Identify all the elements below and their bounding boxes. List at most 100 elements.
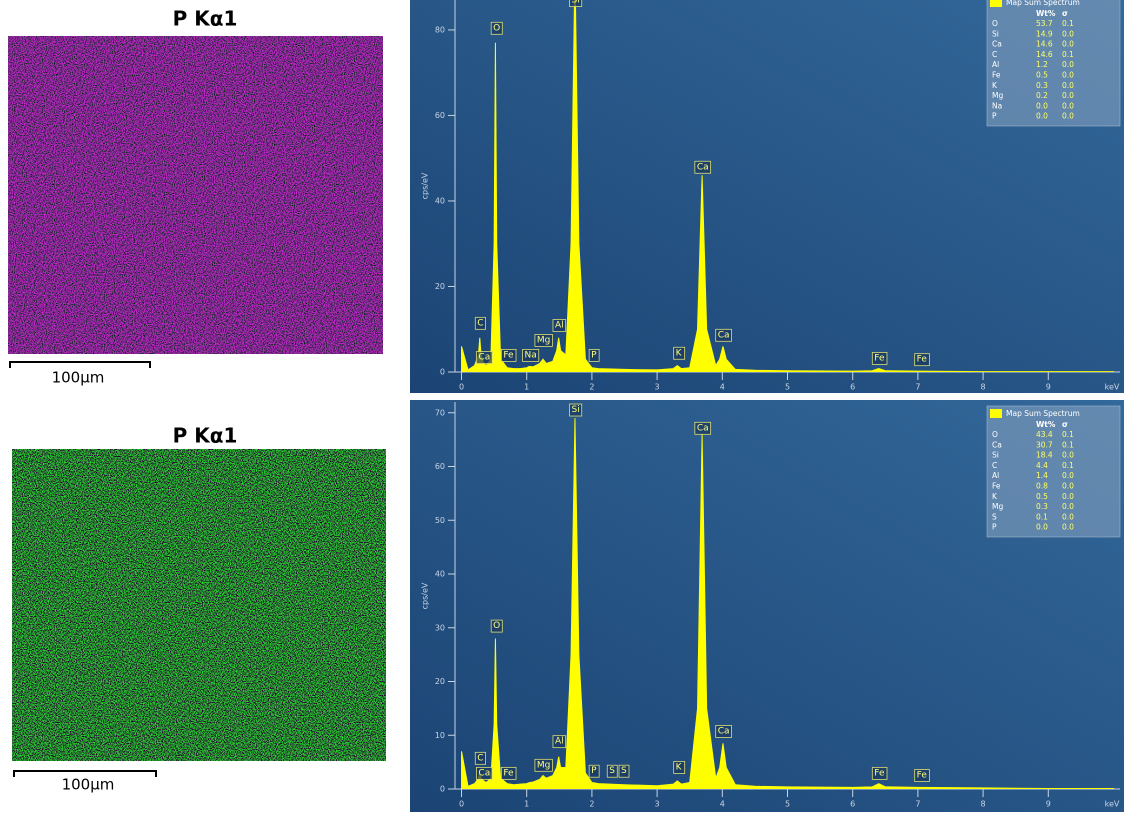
legend-value: 0.1 [1062, 430, 1074, 439]
legend-value: 0.0 [1062, 60, 1074, 69]
legend-swatch [990, 0, 1002, 7]
x-tick-label: 6 [850, 383, 855, 392]
plot-area [461, 0, 1114, 372]
x-tick-label: 1 [524, 383, 529, 392]
legend-element: P [992, 523, 997, 532]
peak-label-box [569, 0, 583, 7]
y-tick-label: 50 [435, 516, 445, 525]
legend-element: Si [992, 29, 999, 38]
peak-label-box [490, 619, 503, 633]
legend-element: Ca [992, 40, 1002, 49]
x-axis-label: keV [1105, 383, 1120, 392]
x-tick-label: 4 [720, 383, 725, 392]
legend-value: 0.8 [1036, 482, 1048, 491]
peak-label: Fe [503, 768, 514, 778]
peak-label-box [476, 766, 493, 780]
legend-value: 0.0 [1062, 523, 1074, 532]
peak-label: P [591, 766, 597, 776]
x-tick-label: 7 [915, 800, 920, 809]
legend-element: S [992, 512, 997, 521]
peak-label: O [493, 23, 500, 33]
y-tick-label: 30 [435, 623, 445, 632]
peak-label-box [500, 348, 517, 362]
legend-element: Fe [992, 482, 1001, 491]
x-tick-label: 8 [981, 800, 986, 809]
legend-value: 0.0 [1062, 71, 1074, 80]
peak-label: Mg [537, 335, 550, 345]
legend-value: 1.4 [1036, 471, 1048, 480]
legend-element: Al [992, 60, 999, 69]
x-tick-label: 4 [720, 800, 725, 809]
legend-element: Fe [992, 71, 1001, 80]
legend-value: 0.0 [1062, 451, 1074, 460]
peak-label-box [694, 160, 712, 174]
peak-label-box [673, 346, 686, 360]
peak-label: Fe [874, 353, 885, 363]
spectrum-area [461, 418, 1114, 789]
legend-value: 0.0 [1036, 101, 1048, 110]
y-tick-label: 0 [440, 785, 445, 794]
legend-element: P [992, 112, 997, 121]
legend-element: Mg [992, 502, 1003, 511]
x-tick-label: 6 [850, 800, 855, 809]
legend-value: 0.0 [1062, 29, 1074, 38]
x-tick-label: 1 [524, 800, 529, 809]
peak-label: S [621, 766, 627, 776]
legend-value: 0.0 [1062, 91, 1074, 100]
legend-value: 0.1 [1062, 461, 1074, 470]
legend-element: K [992, 81, 998, 90]
legend-element: Al [992, 471, 999, 480]
peak-label-box [476, 351, 493, 364]
x-tick-label: 2 [589, 800, 594, 809]
legend-element: K [992, 492, 998, 501]
plot-area [461, 418, 1114, 789]
peak-label-box [871, 351, 888, 365]
y-tick-label: 60 [435, 111, 445, 120]
legend-value: 0.5 [1036, 492, 1048, 501]
peak-label-box [569, 403, 583, 417]
y-tick-label: 0 [440, 368, 445, 377]
peak-label-box [522, 348, 540, 362]
legend-value: 0.0 [1062, 40, 1074, 49]
peak-label-box [588, 348, 600, 362]
legend-value: 0.0 [1062, 471, 1074, 480]
peak-label: Ca [718, 726, 730, 736]
element-map [8, 36, 383, 354]
legend-value: 0.0 [1062, 502, 1074, 511]
scale-label: 100µm [52, 369, 105, 387]
peak-label: O [493, 621, 500, 631]
peak-label: Ca [697, 423, 709, 433]
peak-label: Si [572, 0, 580, 6]
peak-label-box [914, 353, 930, 367]
legend-box [986, 405, 1121, 538]
legend-title: Map Sum Spectrum [1006, 409, 1080, 418]
peak-label: K [676, 348, 683, 358]
element-map [12, 449, 386, 761]
scale-bar [9, 361, 151, 368]
peak-label: Na [525, 350, 537, 360]
legend-value: 0.0 [1036, 112, 1048, 121]
map-title: P Kα1 [173, 424, 238, 448]
legend-header: Wt% [1036, 420, 1056, 429]
peak-label: Mg [537, 760, 550, 770]
peak-label-box [534, 758, 553, 772]
peak-label-box [871, 766, 888, 780]
legend-element: Si [992, 451, 999, 460]
peak-label: P [591, 350, 597, 360]
legend-value: 0.0 [1062, 482, 1074, 491]
legend-title: Map Sum Spectrum [1006, 0, 1080, 7]
peak-label: Fe [917, 355, 928, 365]
y-tick-label: 10 [435, 731, 445, 740]
peak-label: C [477, 318, 483, 328]
legend-element: C [992, 461, 997, 470]
legend-element: O [992, 19, 998, 28]
x-axis-label: keV [1105, 800, 1120, 809]
legend-value: 1.2 [1036, 60, 1048, 69]
legend-value: 4.4 [1036, 461, 1048, 470]
legend-value: 0.0 [1062, 112, 1074, 121]
peak-label-box [618, 764, 630, 778]
peak-label-box [673, 761, 686, 774]
peak-label: K [676, 762, 683, 772]
y-tick-label: 80 [435, 25, 445, 34]
